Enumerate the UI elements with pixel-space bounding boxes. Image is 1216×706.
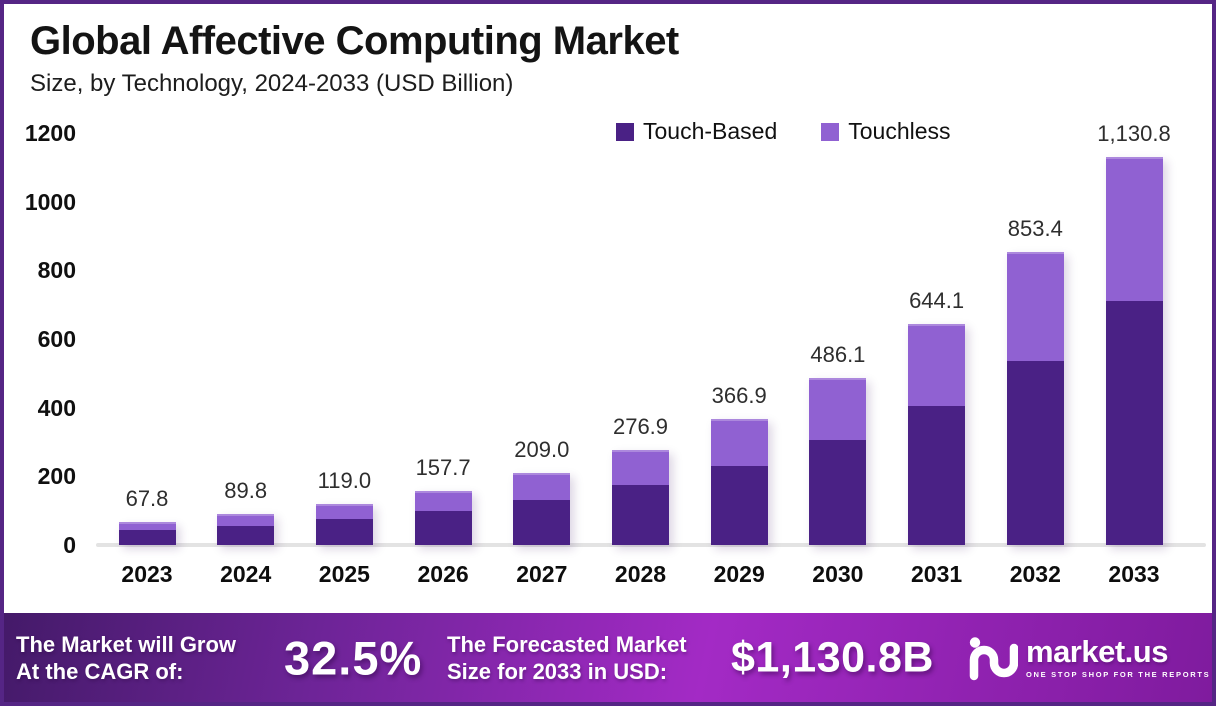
bar-segment-touchless — [612, 449, 669, 486]
bar-segment-touch-based — [1006, 360, 1064, 545]
marketus-logo: market.us ONE STOP SHOP FOR THE REPORTS — [968, 635, 1210, 681]
y-axis-tick-label: 600 — [37, 326, 76, 352]
bar-value-label: 157.7 — [415, 454, 471, 480]
bar-segment-touch-based — [809, 439, 867, 545]
forecast-value: $1,130.8B — [731, 633, 934, 681]
bar-segment-touch-based — [710, 465, 768, 545]
bar-segment-touchless — [1006, 251, 1064, 361]
page-title: Global Affective Computing Market — [30, 19, 679, 63]
bar-2024 — [217, 514, 275, 545]
bar-segment-touch-based — [1105, 300, 1163, 545]
bar-2031 — [908, 323, 966, 545]
logo-name: market.us — [1026, 634, 1168, 669]
marketus-logo-text: market.us ONE STOP SHOP FOR THE REPORTS — [1026, 636, 1210, 679]
bar-2030 — [809, 378, 867, 545]
y-axis-tick-label: 200 — [37, 463, 76, 490]
legend-swatch-touch-based-icon — [616, 122, 634, 141]
bar-2033 — [1105, 156, 1163, 545]
forecast-label: The Forecasted Market Size for 2033 in U… — [447, 631, 687, 684]
x-axis-tick-label: 2025 — [318, 561, 370, 587]
bar-2023 — [118, 521, 176, 545]
bar-2026 — [414, 490, 472, 545]
footer-banner: The Market will Grow At the CAGR of: 32.… — [4, 613, 1212, 702]
x-axis-tick-label: 2027 — [516, 561, 568, 587]
bar-2027 — [513, 473, 571, 545]
bar-segment-touchless — [710, 419, 768, 466]
x-axis-tick-label: 2033 — [1108, 561, 1160, 587]
bar-value-label: 1,130.8 — [1097, 120, 1171, 146]
y-axis-tick-label: 1000 — [24, 188, 76, 215]
bar-segment-touchless — [217, 514, 275, 526]
bar-value-label: 209.0 — [514, 437, 570, 463]
bar-segment-touch-based — [315, 519, 373, 545]
legend-item-touch-based: Touch-Based — [616, 118, 777, 145]
cagr-label: The Market will Grow At the CAGR of: — [16, 631, 237, 684]
bar-value-label: 89.8 — [224, 478, 268, 504]
bar-segment-touch-based — [217, 525, 275, 545]
x-axis-tick-label: 2030 — [812, 561, 864, 587]
x-axis-tick-label: 2029 — [713, 561, 765, 587]
bar-segment-touchless — [809, 378, 867, 440]
bar-segment-touchless — [908, 323, 966, 406]
legend-item-touchless: Touchless — [821, 118, 951, 145]
bar-2025 — [315, 504, 373, 545]
legend: Touch-Based Touchless — [616, 118, 951, 145]
legend-label: Touch-Based — [643, 118, 778, 144]
cagr-value: 32.5% — [284, 631, 423, 684]
bar-value-label: 486.1 — [810, 342, 866, 368]
bar-2028 — [612, 449, 669, 545]
legend-swatch-touchless-icon — [821, 122, 840, 141]
bar-segment-touch-based — [513, 499, 571, 545]
x-axis-tick-label: 2032 — [1009, 561, 1061, 587]
y-axis-tick-label: 1200 — [24, 120, 76, 146]
bar-value-label: 366.9 — [711, 383, 767, 409]
x-axis-tick-label: 2023 — [121, 561, 173, 587]
x-axis-tick-label: 2024 — [220, 561, 272, 587]
x-axis-line — [96, 543, 1206, 547]
y-axis-tick-label: 0 — [63, 532, 76, 558]
bar-segment-touchless — [315, 504, 373, 520]
bar-value-label: 853.4 — [1007, 215, 1063, 241]
bar-2029 — [710, 419, 768, 545]
stacked-bar-chart: 0 200 400 600 800 1000 1200 67.8 2023 89.8 2024 119… — [4, 4, 1212, 702]
bar-segment-touchless — [414, 490, 472, 511]
logo-tagline: ONE STOP SHOP FOR THE REPORTS — [1026, 670, 1211, 679]
bar-segment-touchless — [513, 473, 571, 500]
bar-segment-touchless — [118, 521, 176, 531]
x-axis-tick-label: 2031 — [911, 561, 963, 587]
bar-value-label: 276.9 — [612, 413, 669, 439]
y-axis-tick-label: 800 — [37, 257, 76, 284]
page-subtitle: Size, by Technology, 2024-2033 (USD Bill… — [30, 70, 514, 97]
x-axis-tick-label: 2026 — [417, 561, 469, 587]
bar-segment-touch-based — [908, 405, 966, 545]
bar-value-label: 67.8 — [125, 485, 169, 511]
y-axis-tick-label: 400 — [37, 394, 76, 421]
bar-segment-touch-based — [414, 510, 472, 545]
bar-2032 — [1006, 251, 1064, 545]
x-axis-tick-label: 2028 — [614, 561, 667, 587]
bar-segment-touch-based — [118, 530, 176, 545]
bar-segment-touch-based — [612, 485, 669, 545]
bar-segment-touchless — [1105, 156, 1163, 301]
header: Global Affective Computing Market Size, … — [30, 18, 679, 98]
legend-label: Touchless — [848, 118, 951, 144]
bar-value-label: 644.1 — [909, 287, 965, 313]
bar-value-label: 119.0 — [317, 468, 372, 494]
marketus-logo-mark-icon — [969, 636, 1018, 680]
